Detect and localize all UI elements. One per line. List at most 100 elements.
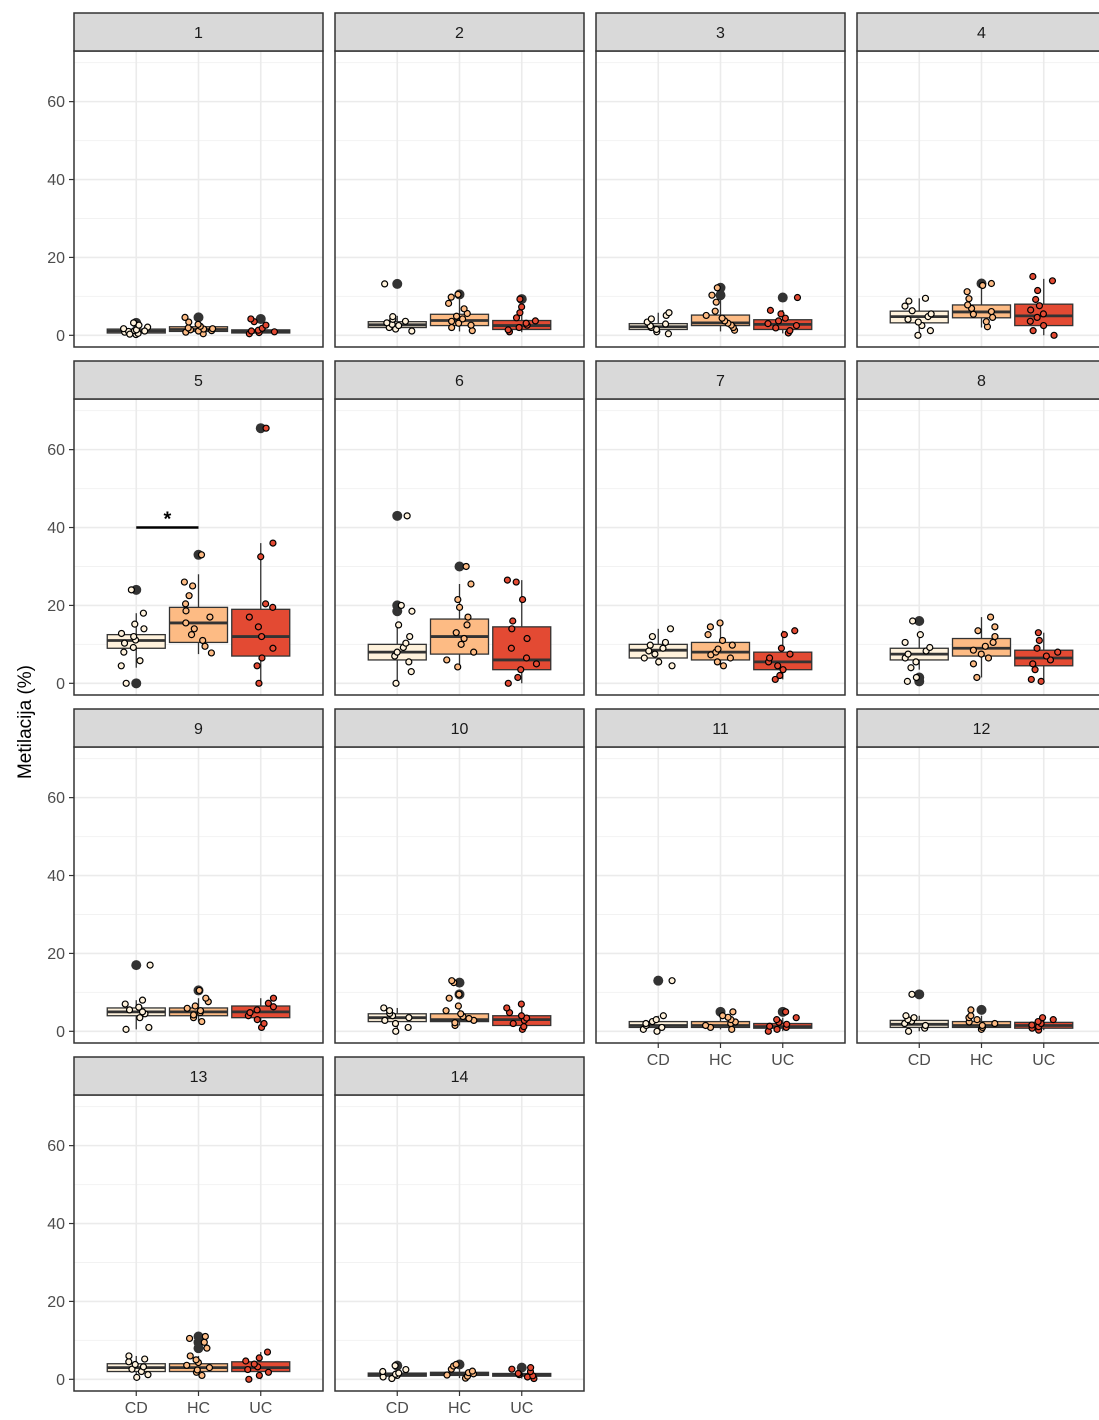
data-point (263, 1348, 272, 1356)
data-point (701, 1021, 710, 1030)
data-point (269, 644, 277, 652)
panel-background (857, 747, 1099, 1043)
data-point (452, 629, 460, 637)
data-point (401, 317, 410, 325)
x-tick-label: UC (249, 1400, 272, 1417)
data-point (987, 307, 996, 316)
data-point (907, 664, 915, 672)
data-point (1049, 1016, 1057, 1024)
data-point (257, 553, 265, 561)
data-point (921, 294, 930, 302)
data-point (253, 662, 261, 670)
data-point (468, 1367, 477, 1375)
data-point (518, 595, 527, 604)
box-HC (951, 1004, 1012, 1033)
data-point (1026, 317, 1034, 325)
data-point (713, 284, 721, 292)
box-UC (231, 423, 291, 687)
box-UC (231, 994, 291, 1032)
data-point (711, 307, 719, 315)
facet-10: 10 (334, 708, 585, 1044)
data-point (130, 632, 138, 641)
data-point (127, 586, 135, 594)
data-point (967, 1006, 975, 1014)
data-point (1029, 660, 1037, 668)
data-point (774, 317, 783, 325)
data-point (977, 650, 985, 658)
x-tick-label: CD (125, 1400, 148, 1417)
data-point (965, 295, 973, 303)
data-point (771, 675, 779, 684)
box-UC (492, 1362, 552, 1383)
data-point (454, 663, 462, 671)
data-point (380, 1004, 388, 1012)
data-point (523, 634, 531, 643)
data-point (1038, 1014, 1047, 1022)
data-point (901, 638, 909, 647)
data-point (262, 424, 270, 432)
facet-strip (73, 708, 324, 748)
outlier-point (777, 292, 788, 303)
data-point (385, 1007, 394, 1015)
data-point (642, 1019, 650, 1028)
facet-5: * 5 0 20 40 60 (47, 360, 324, 696)
facet-label: 14 (451, 1069, 469, 1086)
data-point (250, 1360, 258, 1368)
data-point (202, 994, 210, 1002)
data-point (793, 293, 802, 302)
data-point (1034, 629, 1042, 637)
data-point (658, 1023, 666, 1032)
data-point (973, 1016, 981, 1024)
data-point (512, 314, 521, 322)
data-point (1027, 306, 1035, 314)
data-point (392, 679, 400, 687)
y-axis-label: Metilacija (%) (15, 665, 36, 779)
data-point (508, 1365, 516, 1373)
data-point (991, 1019, 999, 1028)
data-point (661, 320, 670, 328)
data-point (1031, 666, 1039, 674)
data-point (514, 673, 522, 682)
data-point (181, 313, 189, 321)
data-point (467, 321, 475, 329)
data-point (408, 327, 416, 335)
facet-label: 11 (712, 721, 729, 738)
facet-strip (334, 1056, 585, 1096)
data-point (908, 990, 916, 998)
y-tick-label: 20 (47, 250, 65, 267)
data-point (195, 986, 203, 995)
data-point (712, 298, 720, 306)
data-point (379, 1367, 387, 1376)
data-point (515, 323, 523, 332)
data-point (402, 1365, 410, 1374)
box-UC (1014, 1014, 1074, 1034)
facet-11: 11 CD HC UC (595, 708, 846, 1069)
data-point (517, 1012, 526, 1020)
facet-8: 8 (856, 360, 1099, 696)
facet-6: 6 (334, 360, 585, 696)
data-point (189, 1011, 198, 1019)
data-point (455, 603, 464, 611)
data-point (912, 673, 920, 682)
data-point (402, 639, 410, 647)
data-point (255, 1371, 263, 1380)
data-point (666, 625, 675, 633)
data-point (189, 582, 197, 590)
data-point (391, 1019, 400, 1028)
box-CD (367, 278, 427, 335)
data-point (139, 1363, 148, 1371)
data-point (136, 657, 144, 665)
facet-strip (595, 360, 846, 400)
data-point (527, 1364, 535, 1372)
data-point (963, 288, 971, 296)
data-point (245, 613, 253, 621)
data-point (133, 1373, 141, 1381)
box-HC (690, 619, 751, 670)
data-point (902, 1012, 910, 1020)
data-point (718, 636, 727, 645)
data-point (125, 1358, 133, 1366)
data-point (964, 301, 972, 309)
data-point (514, 1369, 522, 1378)
data-point (253, 1006, 261, 1014)
data-point (786, 650, 794, 658)
